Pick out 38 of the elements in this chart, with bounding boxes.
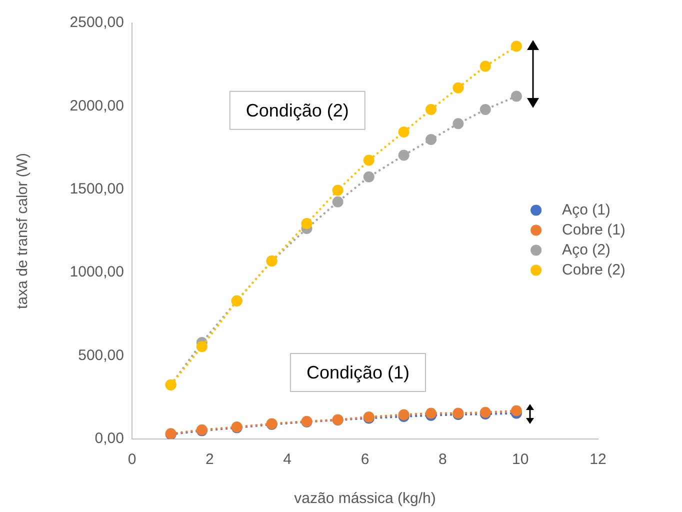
point	[398, 126, 410, 138]
point	[398, 150, 410, 161]
x-tick-label: 10	[512, 451, 529, 468]
point	[510, 90, 522, 102]
point	[510, 405, 522, 416]
point	[452, 82, 464, 94]
point	[332, 184, 344, 196]
point	[480, 60, 491, 72]
legend-label: Cobre (2)	[562, 261, 626, 278]
y-axis-title: taxa de transf calor (W)	[14, 153, 32, 309]
legend-label: Cobre (1)	[562, 221, 626, 238]
y-tick-label: 2000,00	[70, 97, 124, 114]
y-tick-label: 1500,00	[70, 180, 124, 198]
point	[363, 171, 374, 182]
legend-label: Aço (1)	[562, 201, 610, 218]
x-tick-label: 0	[128, 451, 136, 468]
annotation: Condição (2)	[246, 100, 349, 120]
point	[196, 341, 208, 352]
x-tick-label: 12	[590, 451, 606, 468]
point	[332, 196, 344, 208]
y-tick-label: 0,00	[94, 430, 124, 448]
y-tick-label: 1000,00	[70, 264, 124, 281]
point	[301, 218, 312, 230]
point	[426, 104, 437, 116]
point	[363, 154, 374, 166]
x-tick-label: 4	[283, 451, 292, 468]
point	[480, 104, 491, 116]
y-tick-label: 500,00	[78, 346, 124, 364]
x-tick-label: 8	[438, 451, 447, 468]
legend-label: Aço (2)	[562, 241, 610, 258]
point	[452, 118, 464, 130]
x-tick-label: 6	[360, 451, 370, 468]
annotation: Condição (1)	[306, 362, 410, 382]
y-tick-label: 2500,00	[70, 14, 124, 32]
x-axis-title: vazão mássica (kg/h)	[294, 490, 436, 508]
x-tick-label: 2	[205, 451, 214, 468]
point	[426, 134, 437, 145]
point	[510, 40, 522, 52]
